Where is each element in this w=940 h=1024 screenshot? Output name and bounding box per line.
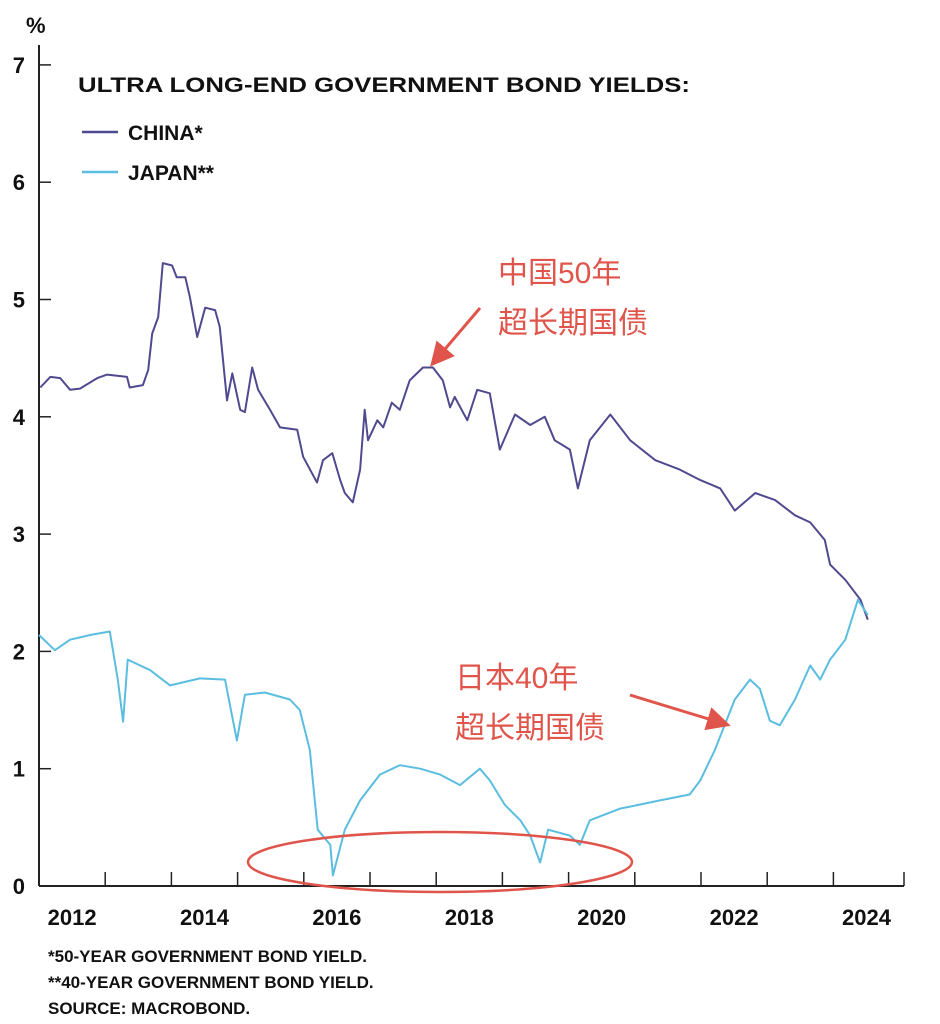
annotation-japan-line2: 超长期国债 [455, 712, 605, 745]
y-tick-label: 5 [13, 288, 25, 313]
series-line-china [39, 262, 869, 621]
footnote-2: **40-YEAR GOVERNMENT BOND YIELD. [48, 973, 374, 992]
y-tick-label: 6 [13, 170, 25, 195]
y-tick-label: 4 [13, 405, 26, 430]
annotation-japan-line1: 日本40年 [455, 662, 578, 695]
annotation-japan-arrow [629, 693, 731, 731]
x-tick-label: 2012 [48, 905, 97, 930]
legend-label-china: CHINA* [128, 122, 203, 145]
annotation-china-arrow [430, 307, 482, 367]
x-tick-label: 2014 [180, 905, 230, 930]
highlight-ellipse [246, 830, 634, 894]
x-tick-label: 2016 [312, 905, 361, 930]
x-tick-label: 2020 [577, 905, 626, 930]
legend-label-japan: JAPAN** [128, 162, 215, 185]
x-tick-label: 2018 [445, 905, 494, 930]
chart-title: ULTRA LONG-END GOVERNMENT BOND YIELDS: [78, 74, 690, 97]
y-tick-label: 3 [13, 522, 25, 547]
y-axis-unit-label: % [26, 13, 46, 38]
x-tick-label: 2022 [710, 905, 759, 930]
y-tick-label: 2 [13, 639, 25, 664]
annotation-china-line1: 中国50年 [498, 257, 621, 290]
y-tick-label: 0 [13, 874, 25, 899]
annotation-china-line2: 超长期国债 [498, 307, 648, 340]
series-line-japan [38, 598, 869, 877]
y-tick-label: 7 [13, 53, 25, 78]
footnote-1: *50-YEAR GOVERNMENT BOND YIELD. [48, 947, 367, 966]
y-tick-label: 1 [13, 757, 25, 782]
footnote-source: SOURCE: MACROBOND. [48, 999, 250, 1018]
x-tick-label: 2024 [842, 905, 892, 930]
